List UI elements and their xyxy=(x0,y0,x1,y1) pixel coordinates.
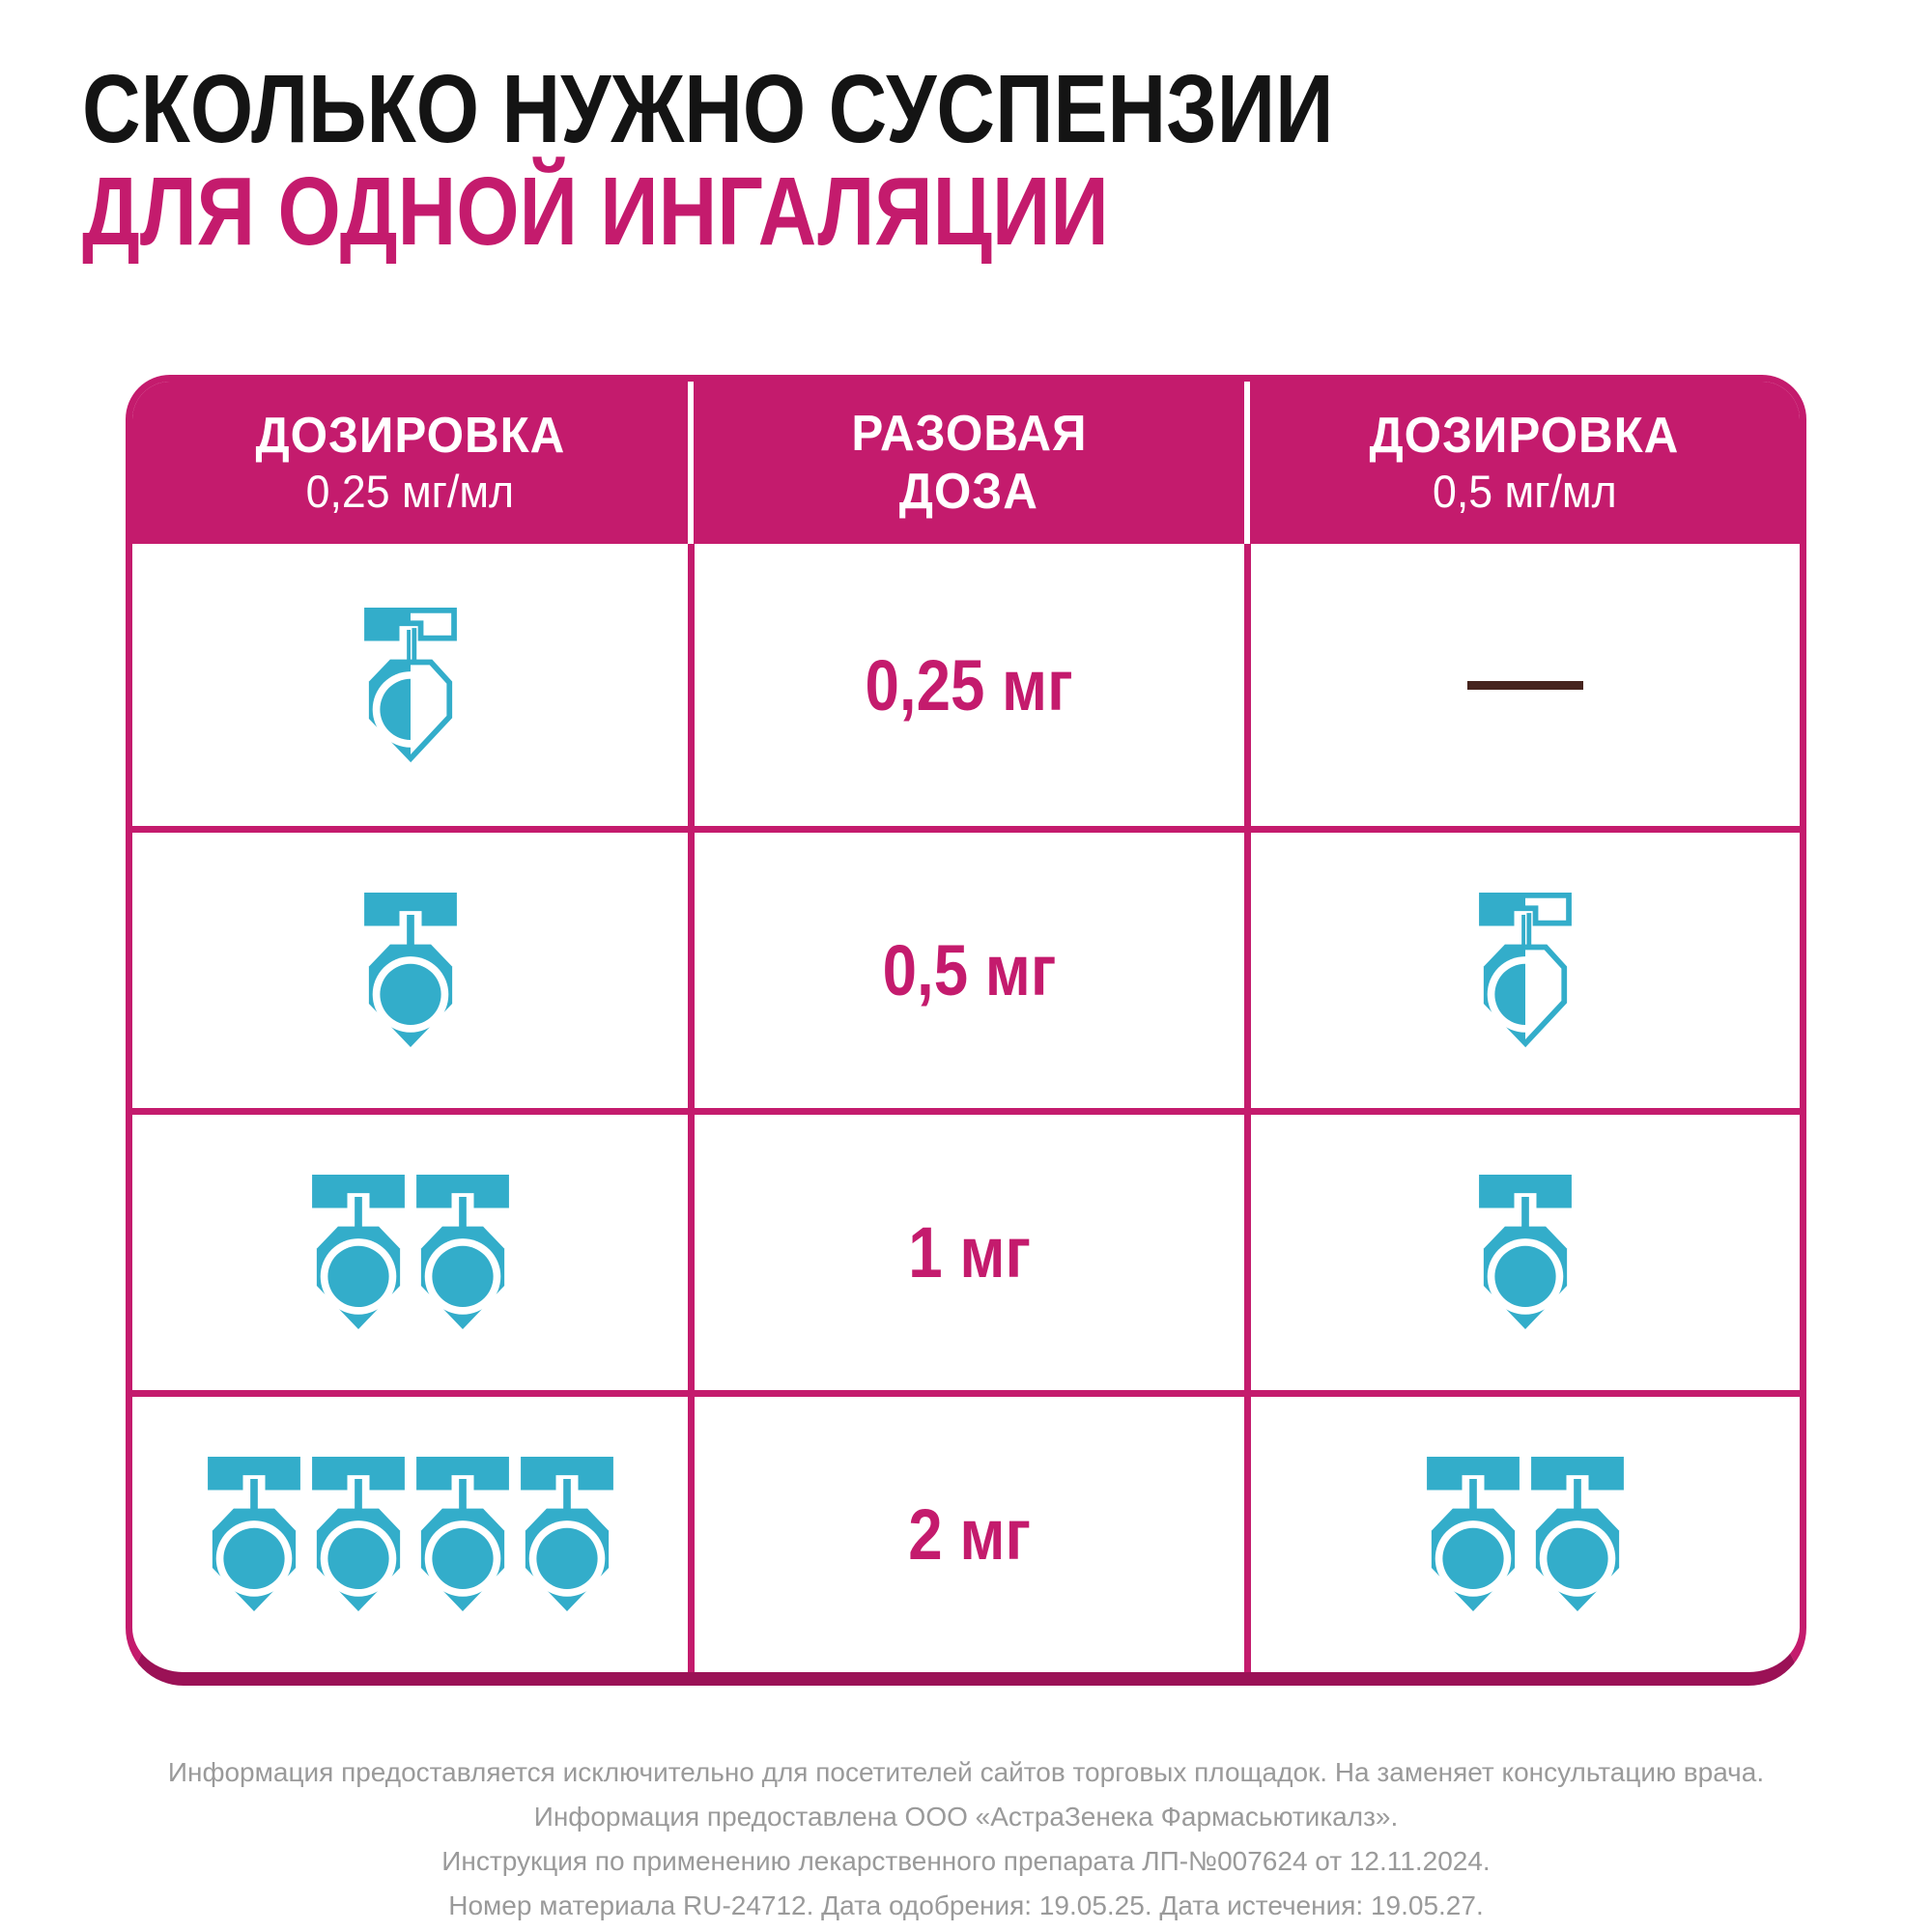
header-title: ДОЗИРОВКА xyxy=(1369,408,1680,464)
header-subtitle: 0,5 мг/мл xyxy=(1433,466,1617,517)
ampoule-half-icon xyxy=(1477,893,1574,1048)
header-subtitle: 0,25 мг/мл xyxy=(305,466,515,517)
ampoule-cell xyxy=(1243,1115,1800,1390)
ampoule-cell xyxy=(132,833,688,1108)
table-row: 0,25 мг xyxy=(132,544,1800,826)
ampoule-cell xyxy=(132,1115,688,1390)
table-row: 1 мг xyxy=(132,1108,1800,1390)
table-body: 0,25 мг 0,5 мг 1 мг 2 мг xyxy=(132,544,1800,1672)
dose-cell: 0,5 мг xyxy=(688,833,1243,1108)
ampoule-cell xyxy=(1243,833,1800,1108)
dose-cell: 1 мг xyxy=(688,1115,1243,1390)
disclaimer-line: Инструкция по применению лекарственного … xyxy=(441,1846,1491,1876)
title-line-2: ДЛЯ ОДНОЙ ИНГАЛЯЦИИ xyxy=(82,157,1109,266)
ampoule-cell xyxy=(132,544,688,826)
table-header: ДОЗИРОВКА 0,25 мг/мл РАЗОВАЯ ДОЗА ДОЗИРО… xyxy=(132,382,1800,544)
ampoule-full-icon xyxy=(1425,1457,1521,1612)
ampoule-cell xyxy=(1243,544,1800,826)
ampoule-full-icon xyxy=(310,1457,407,1612)
disclaimer-line: Информация предоставлена ООО «АстраЗенек… xyxy=(533,1802,1399,1832)
header-subtitle: ДОЗА xyxy=(898,464,1039,520)
ampoule-full-icon xyxy=(1529,1457,1626,1612)
disclaimer-line: Номер материала RU-24712. Дата одобрения… xyxy=(448,1890,1484,1920)
title-line-1: СКОЛЬКО НУЖНО СУСПЕНЗИИ xyxy=(82,55,1334,163)
header-col-dosage-025: ДОЗИРОВКА 0,25 мг/мл xyxy=(132,382,688,544)
ampoule-full-icon xyxy=(1477,1175,1574,1330)
dose-value: 0,5 мг xyxy=(882,930,1057,1010)
dose-value: 0,25 мг xyxy=(865,644,1074,725)
ampoule-cell xyxy=(132,1397,688,1672)
dose-value: 1 мг xyxy=(908,1212,1031,1293)
dose-cell: 2 мг xyxy=(688,1397,1243,1672)
ampoule-half-icon xyxy=(362,608,459,763)
page-title: СКОЛЬКО НУЖНО СУСПЕНЗИИ ДЛЯ ОДНОЙ ИНГАЛЯ… xyxy=(82,58,1572,263)
dosage-table: ДОЗИРОВКА 0,25 мг/мл РАЗОВАЯ ДОЗА ДОЗИРО… xyxy=(126,375,1806,1686)
header-col-dosage-05: ДОЗИРОВКА 0,5 мг/мл xyxy=(1243,382,1800,544)
header-col-single-dose: РАЗОВАЯ ДОЗА xyxy=(688,382,1243,544)
ampoule-full-icon xyxy=(310,1175,407,1330)
disclaimer: Информация предоставляется исключительно… xyxy=(0,1750,1932,1928)
header-title: ДОЗИРОВКА xyxy=(255,408,566,464)
table-row: 2 мг xyxy=(132,1390,1800,1672)
table-row: 0,5 мг xyxy=(132,826,1800,1108)
ampoule-cell xyxy=(1243,1397,1800,1672)
ampoule-full-icon xyxy=(414,1175,511,1330)
ampoule-full-icon xyxy=(519,1457,615,1612)
ampoule-full-icon xyxy=(362,893,459,1048)
dose-value: 2 мг xyxy=(908,1494,1031,1575)
disclaimer-line: Информация предоставляется исключительно… xyxy=(167,1757,1765,1787)
ampoule-full-icon xyxy=(206,1457,302,1612)
no-dose-dash xyxy=(1466,680,1583,690)
ampoule-full-icon xyxy=(414,1457,511,1612)
header-title: РАЗОВАЯ xyxy=(850,406,1088,462)
dose-cell: 0,25 мг xyxy=(688,544,1243,826)
